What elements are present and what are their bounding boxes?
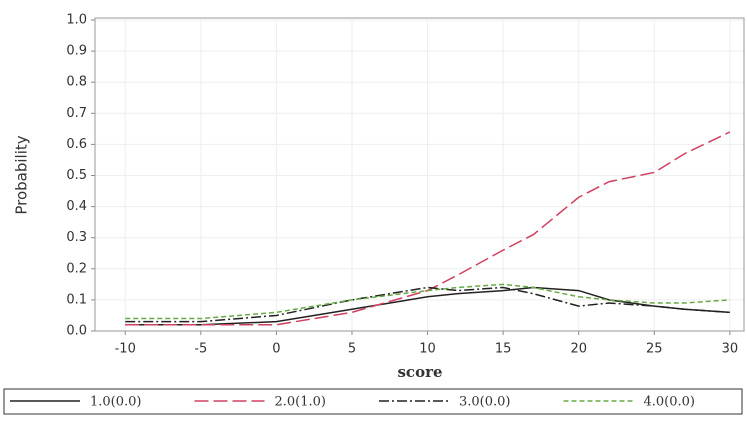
legend-box [3, 388, 743, 415]
y-tick-label: 0.2 [66, 261, 87, 276]
x-tick-label: -10 [115, 342, 136, 357]
y-tick-label: 0.0 [66, 324, 87, 339]
legend-label: 4.0(0.0) [644, 395, 696, 410]
y-tick-label: 0.5 [66, 168, 87, 183]
series-line [125, 283, 730, 320]
series-line [125, 131, 731, 326]
series-line [125, 286, 730, 323]
plot-frame [94, 17, 745, 332]
y-tick-label: 0.6 [66, 137, 87, 152]
y-axis-label: Probability [13, 135, 31, 214]
y-tick-label: 0.7 [66, 106, 87, 121]
x-tick-label: 25 [646, 342, 663, 357]
series-line [125, 286, 730, 326]
legend-label: 1.0(0.0) [90, 395, 142, 410]
x-axis-label: score [397, 363, 442, 381]
x-tick-label: 15 [495, 342, 512, 357]
y-tick-label: 0.4 [66, 199, 87, 214]
x-tick-label: -5 [194, 342, 207, 357]
x-tick-label: 30 [722, 342, 739, 357]
x-tick-label: 10 [419, 342, 436, 357]
x-tick-label: 0 [272, 342, 280, 357]
legend-label: 2.0(1.0) [275, 395, 327, 410]
y-tick-label: 1.0 [66, 13, 87, 28]
y-tick-label: 0.3 [66, 230, 87, 245]
x-tick-label: 5 [348, 342, 356, 357]
x-tick-label: 20 [570, 342, 587, 357]
legend-label: 3.0(0.0) [459, 395, 511, 410]
y-tick-label: 0.8 [66, 75, 87, 90]
y-tick-label: 0.9 [66, 44, 87, 59]
y-tick-label: 0.1 [66, 292, 87, 307]
